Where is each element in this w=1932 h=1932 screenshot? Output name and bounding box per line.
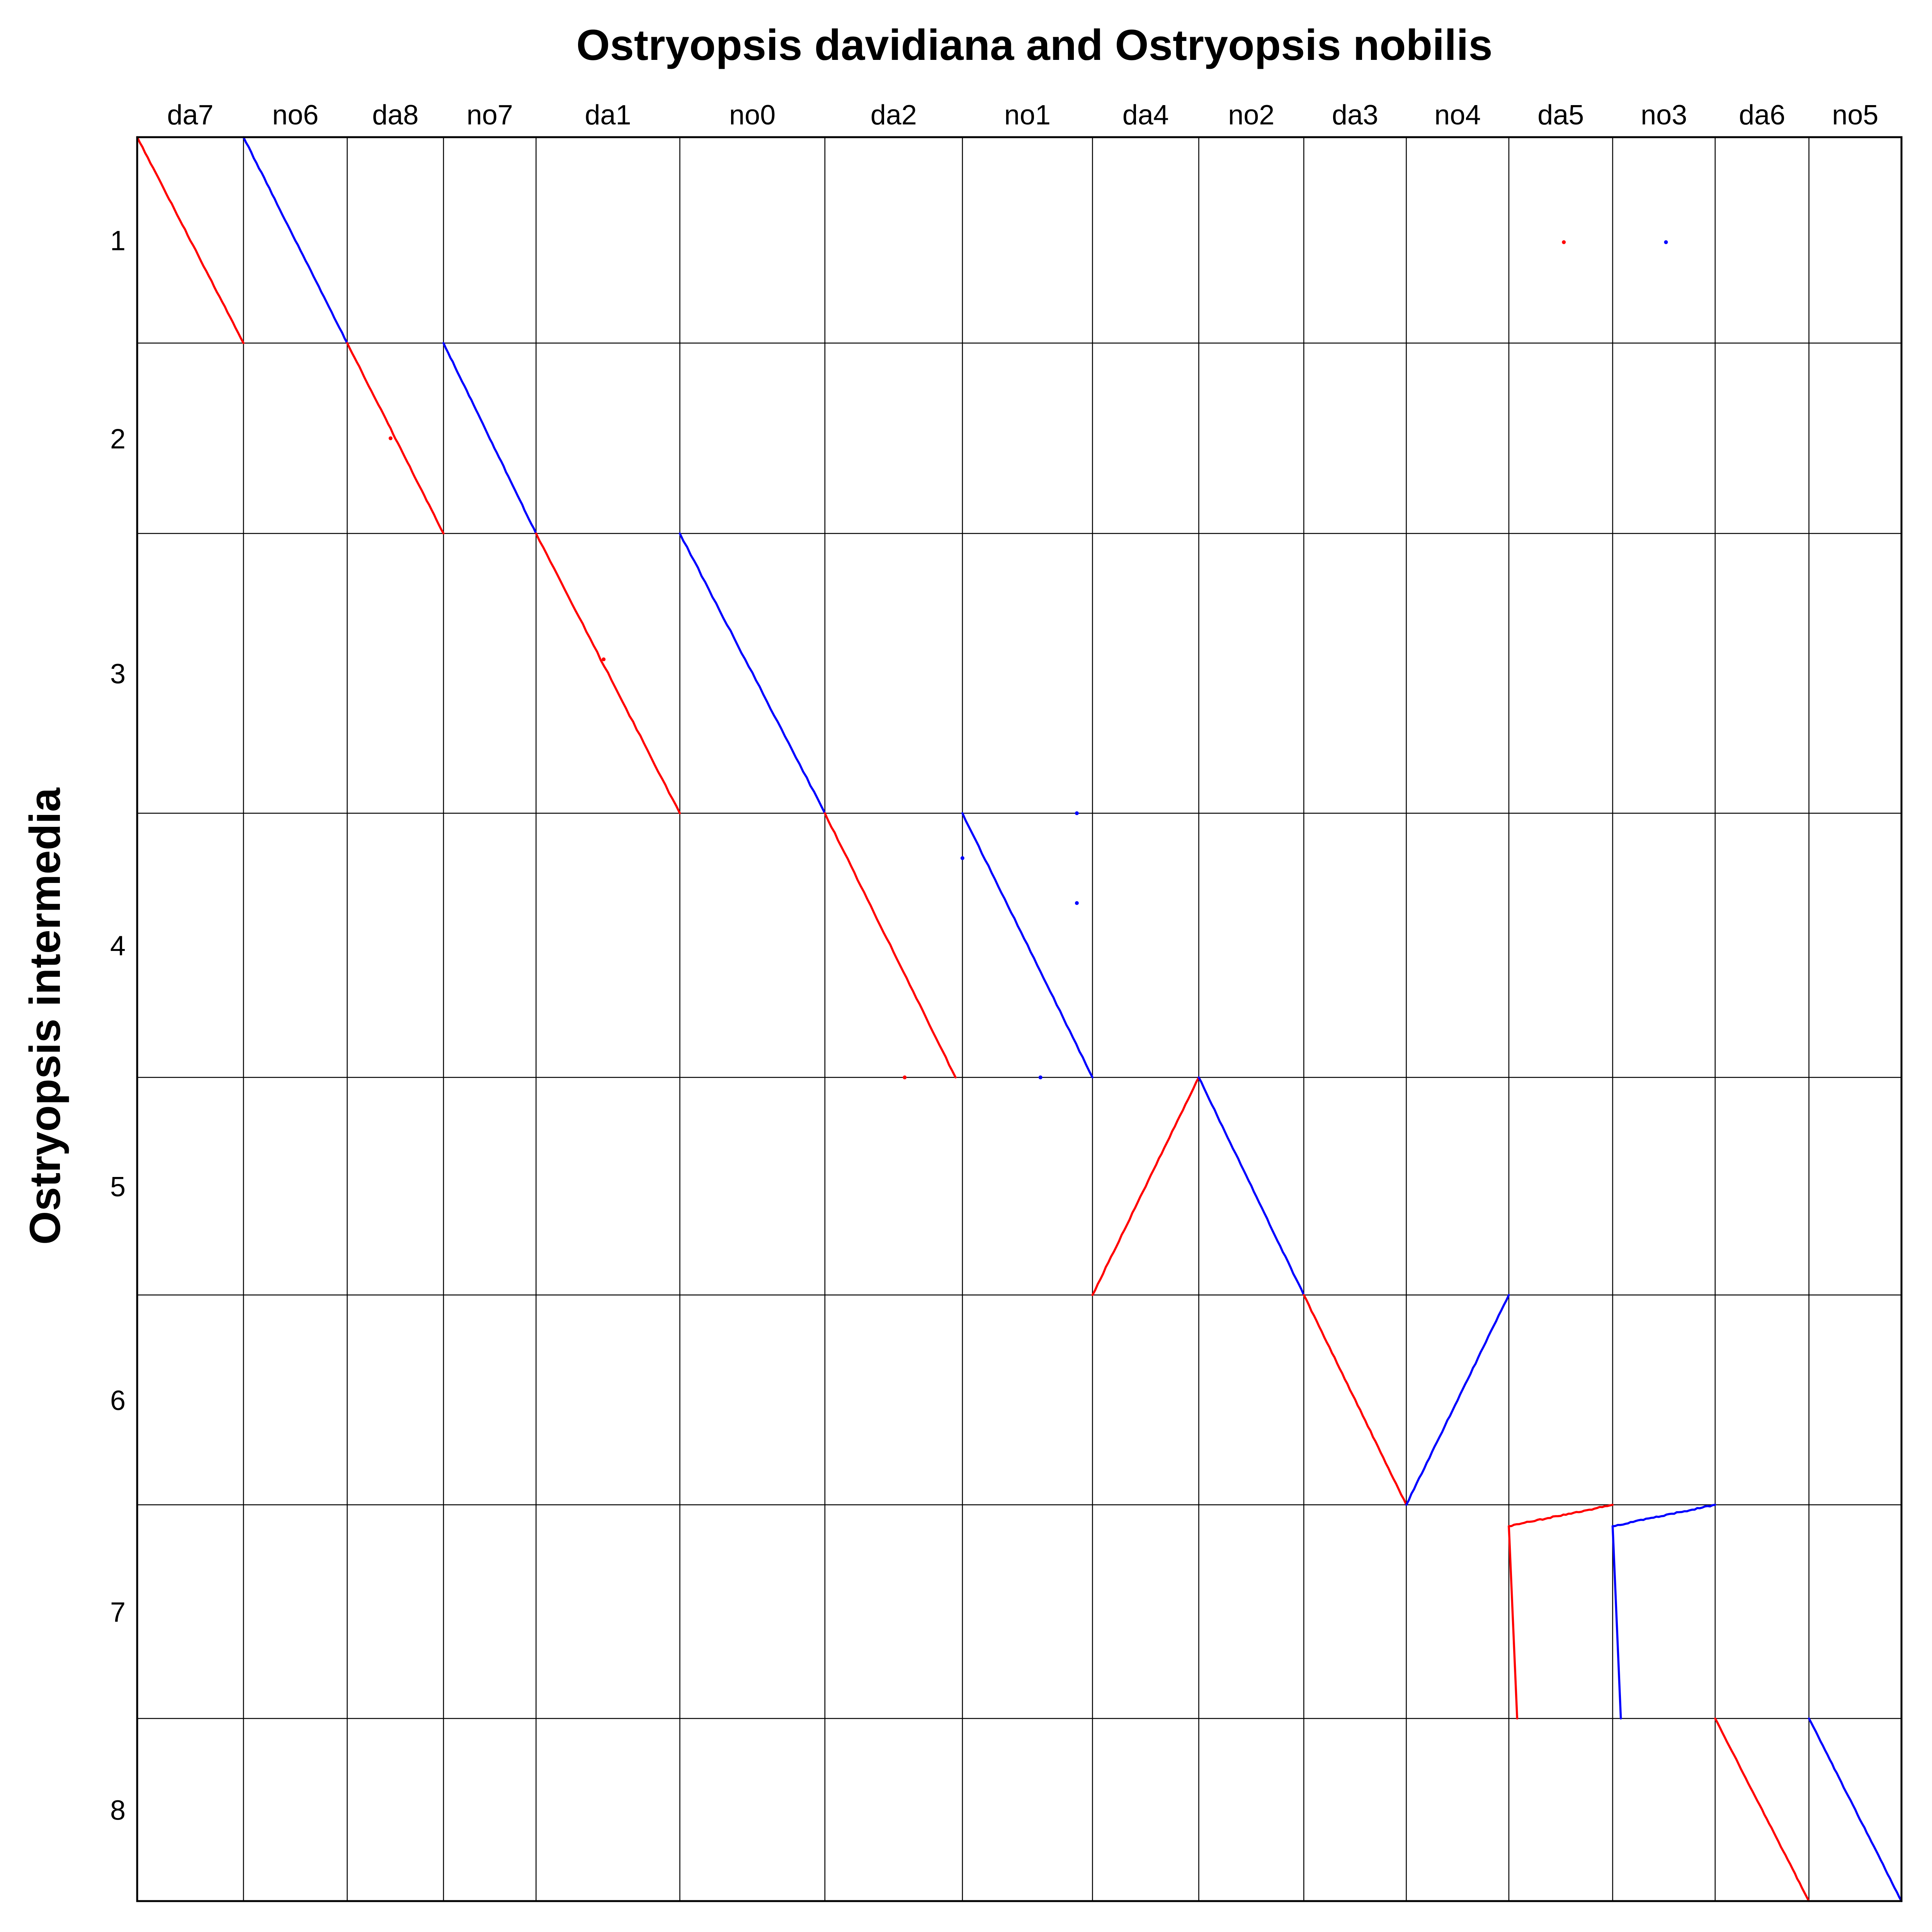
alignment-da1-chr3 <box>535 532 681 815</box>
stray-hit-no1-chr4 <box>1075 811 1079 815</box>
alignment-da3-chr6 <box>1303 1294 1408 1506</box>
row-labels: 1 2 3 4 5 6 7 8 <box>110 226 126 1826</box>
stray-hit-da8-chr2 <box>388 436 393 440</box>
column-labels: da7 no6 da8 no7 da1 no0 da2 no1 da4 no2 da3 no4 da5 n… <box>167 100 1878 131</box>
column-label-no3: no3 <box>1641 100 1687 131</box>
column-label-da5: da5 <box>1537 100 1584 131</box>
alignment-no7-chr2 <box>442 342 537 535</box>
stray-hit-da1-chr3 <box>602 657 606 662</box>
row-label-6: 6 <box>110 1385 126 1416</box>
alignment-da4-chr5 <box>1091 1076 1200 1296</box>
column-label-da6: da6 <box>1739 100 1785 131</box>
column-label-da4: da4 <box>1122 100 1169 131</box>
row-label-1: 1 <box>110 226 126 257</box>
plot-frame <box>136 136 1903 1902</box>
column-label-no7: no7 <box>467 100 513 131</box>
alignment-no2-chr5 <box>1197 1076 1305 1296</box>
row-label-2: 2 <box>110 423 126 454</box>
alignment-no3-chr7 <box>1611 1503 1716 1527</box>
alignment-da8-chr2 <box>346 342 445 535</box>
alignment-no1-chr4 <box>961 812 1094 1079</box>
row-label-7: 7 <box>110 1597 126 1628</box>
alignment-marks <box>136 136 1903 1902</box>
column-label-no1: no1 <box>1004 100 1051 131</box>
stray-hit-no1-chr4 <box>1075 901 1079 905</box>
stray-hit-da5-chr1 <box>1562 240 1566 244</box>
alignment-da5-chr7 <box>1508 1503 1614 1527</box>
alignment-tail-da5-chr7 <box>1508 1525 1519 1720</box>
alignment-tail-no3-chr7 <box>1611 1525 1622 1720</box>
alignment-da7-chr1 <box>136 136 245 344</box>
column-label-no0: no0 <box>729 100 776 131</box>
alignment-no6-chr1 <box>242 136 349 344</box>
grid-lines <box>137 137 1901 1901</box>
alignment-no4-chr6 <box>1405 1294 1510 1506</box>
alignment-da2-chr4 <box>824 812 957 1079</box>
row-label-5: 5 <box>110 1172 126 1202</box>
alignment-no0-chr3 <box>679 532 826 815</box>
column-label-no6: no6 <box>272 100 318 131</box>
column-label-da8: da8 <box>372 100 418 131</box>
stray-hit-da2-chr4 <box>903 1075 907 1080</box>
row-label-4: 4 <box>110 931 126 962</box>
column-label-da3: da3 <box>1332 100 1378 131</box>
alignment-da6-chr8 <box>1714 1717 1810 1902</box>
chart-title: Ostryopsis davidiana and Ostryopsis nobi… <box>576 21 1492 69</box>
column-label-da7: da7 <box>167 100 213 131</box>
column-label-no5: no5 <box>1832 100 1878 131</box>
column-label-no2: no2 <box>1228 100 1274 131</box>
row-label-3: 3 <box>110 659 126 690</box>
column-label-no4: no4 <box>1434 100 1481 131</box>
column-label-da2: da2 <box>871 100 917 131</box>
column-label-da1: da1 <box>585 100 631 131</box>
stray-hit-no3-chr1 <box>1664 240 1668 244</box>
y-axis-label: Ostryopsis intermedia <box>21 787 69 1245</box>
stray-hit-no1-chr4 <box>1038 1075 1043 1080</box>
alignment-no5-chr8 <box>1808 1717 1903 1902</box>
row-label-8: 8 <box>110 1795 126 1826</box>
stray-hit-no1-chr4 <box>960 856 964 860</box>
